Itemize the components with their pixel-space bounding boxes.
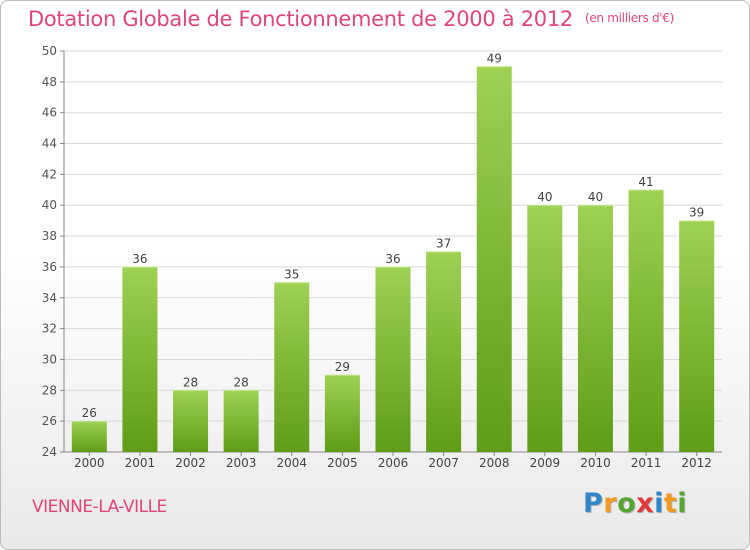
bar [679,220,715,452]
y-tick-label: 32 [42,322,57,336]
data-label: 36 [385,252,400,266]
x-tick-label: 2008 [479,456,510,470]
data-label: 40 [537,190,552,204]
bar [324,374,360,452]
bar [173,390,209,452]
x-tick-label: 2007 [428,456,459,470]
bar [527,205,563,452]
bar [426,251,462,452]
logo-letter: t [663,488,678,519]
data-label: 28 [183,375,198,389]
y-tick-label: 30 [42,352,57,366]
x-tick-label: 2001 [125,456,156,470]
x-tick-label: 2003 [226,456,257,470]
data-label: 28 [234,375,249,389]
x-tick-label: 2005 [327,456,358,470]
data-label: 36 [132,252,147,266]
x-tick-label: 2000 [74,456,105,470]
bars [71,66,715,453]
bar [375,266,411,452]
x-tick-label: 2002 [175,456,206,470]
proxiti-logo[interactable]: Proxiti [583,488,687,519]
bar [223,390,259,452]
y-tick-label: 44 [42,137,57,151]
data-label: 29 [335,360,350,374]
y-tick-label: 28 [42,383,57,397]
x-tick-label: 2011 [631,456,662,470]
x-tick-label: 2012 [681,456,712,470]
y-tick-label: 40 [42,198,57,212]
y-tick-label: 38 [42,229,57,243]
data-label: 49 [487,51,502,65]
data-label: 40 [588,190,603,204]
y-tick-label: 24 [42,445,57,459]
commune-name: VIENNE-LA-VILLE [32,497,167,517]
x-tick-label: 2004 [276,456,307,470]
logo-letter: r [603,488,618,519]
x-tick-label: 2009 [530,456,561,470]
x-tick-label: 2006 [378,456,409,470]
chart-title-text: Dotation Globale de Fonctionnement de 20… [28,7,573,31]
y-tick-label: 46 [42,106,57,120]
logo-letter: x [636,488,655,519]
bar [577,205,613,452]
data-label: 41 [638,175,653,189]
logo-letter: o [617,488,637,519]
chart-title: Dotation Globale de Fonctionnement de 20… [28,7,674,31]
logo-letter: i [654,488,664,519]
y-tick-label: 48 [42,75,57,89]
data-label: 37 [436,237,451,251]
y-tick-label: 50 [42,44,57,58]
data-label: 39 [689,206,704,220]
chart-unit: (en milliers d'€) [584,11,674,25]
value-labels: 26 36 28 28 35 29 36 37 49 40 40 41 39 [82,51,705,420]
data-label: 35 [284,267,299,281]
x-tick-label: 2010 [580,456,611,470]
axes: 24 26 28 30 32 34 36 38 40 42 44 46 48 50 2000 2001 2002… [42,44,722,470]
bar [71,421,107,452]
y-tick-label: 36 [42,260,57,274]
y-tick-label: 34 [42,291,57,305]
y-tick-label: 42 [42,167,57,181]
data-label: 26 [82,406,97,420]
y-tick-label: 26 [42,414,57,428]
bar [476,66,512,452]
bar [274,282,310,452]
logo-letter: i [677,488,688,519]
logo-letter: P [583,488,604,519]
bar [122,266,158,452]
bar [628,189,664,453]
